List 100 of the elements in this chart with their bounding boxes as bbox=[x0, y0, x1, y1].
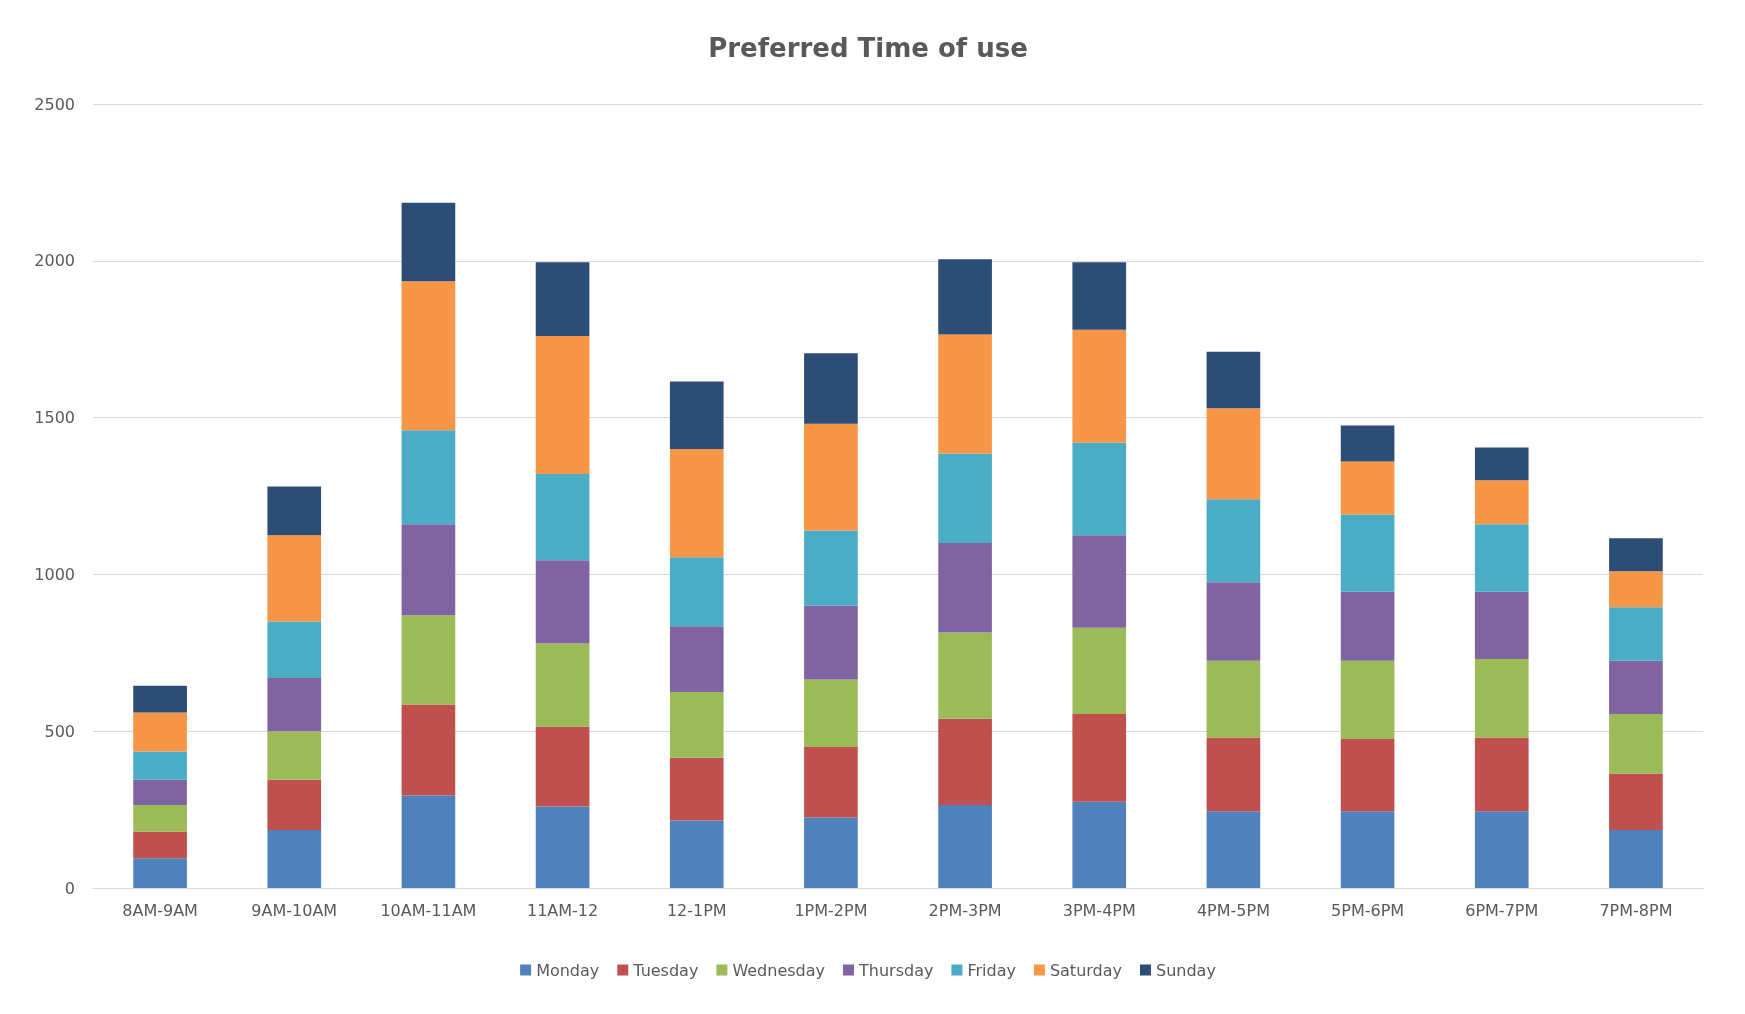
x-tick-label: 8AM-9AM bbox=[122, 900, 198, 920]
bar bbox=[669, 448, 724, 558]
bar bbox=[804, 605, 858, 680]
chart-title: Preferred Time of use bbox=[708, 33, 1028, 63]
bar bbox=[535, 643, 590, 727]
bar bbox=[1609, 571, 1663, 608]
x-tick-label: 2PM-3PM bbox=[928, 900, 1002, 920]
bar bbox=[669, 692, 724, 758]
bar bbox=[401, 281, 456, 431]
bar bbox=[804, 746, 858, 818]
y-tick-label: 2500 bbox=[34, 94, 75, 114]
bar bbox=[938, 259, 992, 335]
y-tick-label: 1000 bbox=[34, 564, 75, 584]
x-tick-label: 6PM-7PM bbox=[1465, 900, 1539, 920]
bar bbox=[1072, 801, 1127, 888]
x-tick-label: 4PM-5PM bbox=[1196, 900, 1270, 920]
bar bbox=[1072, 713, 1127, 802]
bar bbox=[535, 474, 590, 561]
legend-label: Thursday bbox=[858, 960, 934, 980]
bar bbox=[1340, 739, 1395, 812]
legend-label: Sunday bbox=[1156, 960, 1216, 980]
legend-label: Saturday bbox=[1049, 960, 1123, 980]
bar bbox=[1609, 660, 1663, 714]
bar bbox=[1072, 535, 1127, 628]
bar bbox=[133, 804, 187, 832]
bar bbox=[1072, 442, 1127, 536]
bar bbox=[1609, 773, 1663, 830]
bar bbox=[267, 621, 322, 678]
bar bbox=[133, 779, 187, 805]
bar bbox=[938, 632, 992, 719]
bar bbox=[1474, 524, 1529, 592]
bar bbox=[804, 423, 858, 531]
bar bbox=[1206, 499, 1261, 583]
bar bbox=[804, 353, 858, 424]
bar bbox=[535, 336, 590, 475]
bar bbox=[1206, 737, 1261, 812]
bar bbox=[669, 381, 724, 449]
bar bbox=[133, 751, 187, 780]
bar bbox=[669, 820, 724, 888]
y-tick-label: 500 bbox=[44, 721, 75, 741]
bar bbox=[1340, 425, 1395, 462]
legend-label: Tuesday bbox=[632, 960, 699, 980]
bar bbox=[267, 829, 322, 888]
x-tick-label: 11AM-12 bbox=[526, 900, 599, 920]
legend-label: Friday bbox=[967, 960, 1016, 980]
bar bbox=[1609, 829, 1663, 888]
bar bbox=[938, 453, 992, 544]
bar bbox=[133, 831, 187, 859]
bar bbox=[1072, 329, 1127, 443]
bar bbox=[1474, 737, 1529, 812]
bar bbox=[133, 712, 187, 752]
bar bbox=[1609, 713, 1663, 774]
bar bbox=[401, 202, 456, 282]
bar bbox=[1340, 811, 1395, 888]
bar bbox=[535, 560, 590, 644]
bar bbox=[669, 757, 724, 821]
bar bbox=[938, 804, 992, 888]
bar bbox=[1072, 627, 1127, 714]
bar bbox=[1340, 514, 1395, 592]
bar bbox=[804, 817, 858, 888]
x-tick-label: 10AM-11AM bbox=[380, 900, 477, 920]
bar bbox=[1206, 408, 1261, 500]
bar bbox=[804, 530, 858, 606]
x-tick-label: 9AM-10AM bbox=[251, 900, 338, 920]
bar bbox=[1474, 591, 1529, 660]
bar bbox=[1474, 811, 1529, 888]
bar bbox=[1474, 447, 1529, 481]
bar bbox=[267, 535, 322, 622]
bar bbox=[938, 543, 992, 633]
y-tick-label: 2000 bbox=[34, 251, 75, 271]
bar bbox=[1609, 538, 1663, 572]
bar bbox=[669, 626, 724, 692]
bar bbox=[1474, 659, 1529, 738]
bar bbox=[669, 557, 724, 627]
bar bbox=[1206, 582, 1261, 661]
bar bbox=[1474, 480, 1529, 525]
bar bbox=[401, 795, 456, 888]
bar bbox=[938, 334, 992, 454]
y-tick-label: 1500 bbox=[34, 408, 75, 428]
legend-label: Monday bbox=[536, 960, 600, 980]
x-tick-label: 3PM-4PM bbox=[1062, 900, 1136, 920]
bar bbox=[1609, 607, 1663, 661]
bar bbox=[267, 486, 322, 536]
bar bbox=[401, 615, 456, 705]
bar bbox=[401, 430, 456, 525]
bar bbox=[267, 779, 322, 830]
bar bbox=[133, 685, 187, 713]
y-tick-label: 0 bbox=[64, 878, 75, 898]
bar bbox=[1206, 660, 1261, 738]
bar bbox=[1206, 351, 1261, 409]
bar bbox=[535, 806, 590, 888]
bar bbox=[267, 731, 322, 780]
x-tick-label: 7PM-8PM bbox=[1599, 900, 1673, 920]
x-tick-label: 1PM-2PM bbox=[794, 900, 868, 920]
x-tick-label: 12-1PM bbox=[666, 900, 727, 920]
bar bbox=[535, 726, 590, 807]
legend-label: Wednesday bbox=[732, 960, 826, 980]
bar bbox=[1206, 811, 1261, 888]
bar bbox=[401, 524, 456, 616]
bar bbox=[804, 679, 858, 747]
